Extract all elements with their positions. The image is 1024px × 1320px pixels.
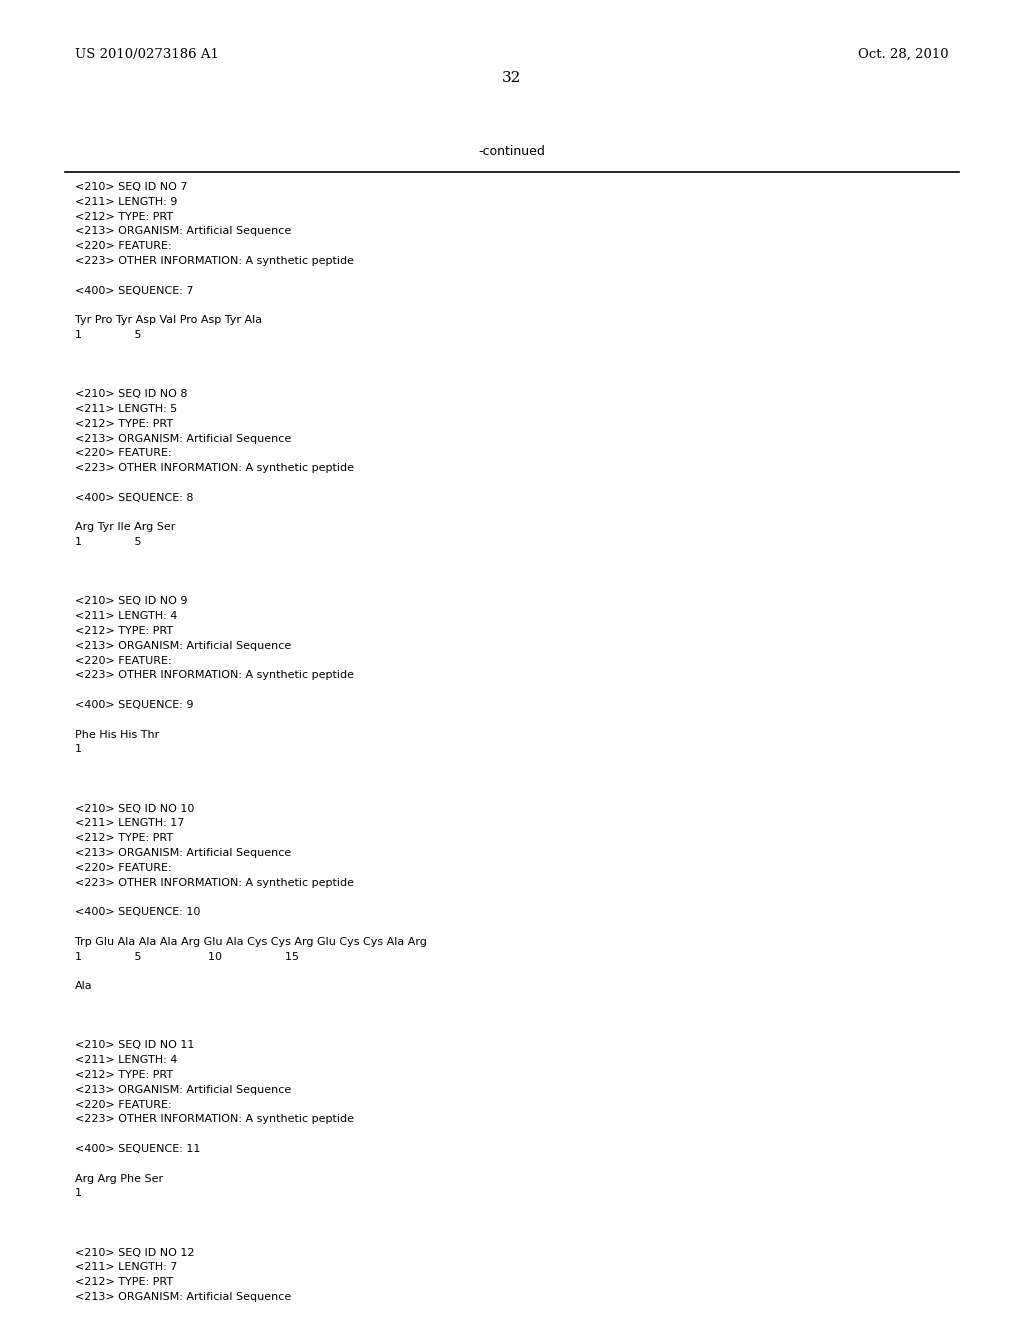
Text: <211> LENGTH: 4: <211> LENGTH: 4 <box>75 1055 177 1065</box>
Text: <212> TYPE: PRT: <212> TYPE: PRT <box>75 833 173 843</box>
Text: <210> SEQ ID NO 8: <210> SEQ ID NO 8 <box>75 389 187 399</box>
Text: <400> SEQUENCE: 9: <400> SEQUENCE: 9 <box>75 700 194 710</box>
Text: <211> LENGTH: 17: <211> LENGTH: 17 <box>75 818 184 829</box>
Text: <211> LENGTH: 9: <211> LENGTH: 9 <box>75 197 177 207</box>
Text: <211> LENGTH: 7: <211> LENGTH: 7 <box>75 1262 177 1272</box>
Text: Trp Glu Ala Ala Ala Arg Glu Ala Cys Cys Arg Glu Cys Cys Ala Arg: Trp Glu Ala Ala Ala Arg Glu Ala Cys Cys … <box>75 937 427 946</box>
Text: <400> SEQUENCE: 10: <400> SEQUENCE: 10 <box>75 907 201 917</box>
Text: 1: 1 <box>75 1188 82 1199</box>
Text: <220> FEATURE:: <220> FEATURE: <box>75 863 172 873</box>
Text: <220> FEATURE:: <220> FEATURE: <box>75 1100 172 1110</box>
Text: Phe His His Thr: Phe His His Thr <box>75 730 160 739</box>
Text: <213> ORGANISM: Artificial Sequence: <213> ORGANISM: Artificial Sequence <box>75 1292 291 1302</box>
Text: <223> OTHER INFORMATION: A synthetic peptide: <223> OTHER INFORMATION: A synthetic pep… <box>75 256 354 267</box>
Text: <210> SEQ ID NO 7: <210> SEQ ID NO 7 <box>75 182 187 191</box>
Text: <212> TYPE: PRT: <212> TYPE: PRT <box>75 211 173 222</box>
Text: <400> SEQUENCE: 8: <400> SEQUENCE: 8 <box>75 492 194 503</box>
Text: <220> FEATURE:: <220> FEATURE: <box>75 449 172 458</box>
Text: <223> OTHER INFORMATION: A synthetic peptide: <223> OTHER INFORMATION: A synthetic pep… <box>75 463 354 473</box>
Text: US 2010/0273186 A1: US 2010/0273186 A1 <box>75 48 219 61</box>
Text: <212> TYPE: PRT: <212> TYPE: PRT <box>75 626 173 636</box>
Text: Arg Tyr Ile Arg Ser: Arg Tyr Ile Arg Ser <box>75 523 175 532</box>
Text: -continued: -continued <box>478 145 546 158</box>
Text: 1               5: 1 5 <box>75 330 141 341</box>
Text: <213> ORGANISM: Artificial Sequence: <213> ORGANISM: Artificial Sequence <box>75 640 291 651</box>
Text: <220> FEATURE:: <220> FEATURE: <box>75 656 172 665</box>
Text: <213> ORGANISM: Artificial Sequence: <213> ORGANISM: Artificial Sequence <box>75 433 291 444</box>
Text: <212> TYPE: PRT: <212> TYPE: PRT <box>75 1278 173 1287</box>
Text: <223> OTHER INFORMATION: A synthetic peptide: <223> OTHER INFORMATION: A synthetic pep… <box>75 671 354 680</box>
Text: 1               5                   10                  15: 1 5 10 15 <box>75 952 299 961</box>
Text: <223> OTHER INFORMATION: A synthetic peptide: <223> OTHER INFORMATION: A synthetic pep… <box>75 1114 354 1125</box>
Text: <400> SEQUENCE: 7: <400> SEQUENCE: 7 <box>75 285 194 296</box>
Text: <211> LENGTH: 5: <211> LENGTH: 5 <box>75 404 177 414</box>
Text: Ala: Ala <box>75 981 92 991</box>
Text: 32: 32 <box>503 71 521 84</box>
Text: <223> OTHER INFORMATION: A synthetic peptide: <223> OTHER INFORMATION: A synthetic pep… <box>75 878 354 887</box>
Text: Tyr Pro Tyr Asp Val Pro Asp Tyr Ala: Tyr Pro Tyr Asp Val Pro Asp Tyr Ala <box>75 315 262 325</box>
Text: <220> FEATURE:: <220> FEATURE: <box>75 242 172 251</box>
Text: Arg Arg Phe Ser: Arg Arg Phe Ser <box>75 1173 163 1184</box>
Text: 1: 1 <box>75 744 82 755</box>
Text: <210> SEQ ID NO 12: <210> SEQ ID NO 12 <box>75 1247 195 1258</box>
Text: <211> LENGTH: 4: <211> LENGTH: 4 <box>75 611 177 622</box>
Text: <210> SEQ ID NO 10: <210> SEQ ID NO 10 <box>75 804 195 813</box>
Text: <400> SEQUENCE: 11: <400> SEQUENCE: 11 <box>75 1144 201 1154</box>
Text: <210> SEQ ID NO 9: <210> SEQ ID NO 9 <box>75 597 187 606</box>
Text: 1               5: 1 5 <box>75 537 141 548</box>
Text: <213> ORGANISM: Artificial Sequence: <213> ORGANISM: Artificial Sequence <box>75 847 291 858</box>
Text: <212> TYPE: PRT: <212> TYPE: PRT <box>75 1071 173 1080</box>
Text: <213> ORGANISM: Artificial Sequence: <213> ORGANISM: Artificial Sequence <box>75 227 291 236</box>
Text: Oct. 28, 2010: Oct. 28, 2010 <box>858 48 949 61</box>
Text: <210> SEQ ID NO 11: <210> SEQ ID NO 11 <box>75 1040 195 1051</box>
Text: <212> TYPE: PRT: <212> TYPE: PRT <box>75 418 173 429</box>
Text: <213> ORGANISM: Artificial Sequence: <213> ORGANISM: Artificial Sequence <box>75 1085 291 1094</box>
